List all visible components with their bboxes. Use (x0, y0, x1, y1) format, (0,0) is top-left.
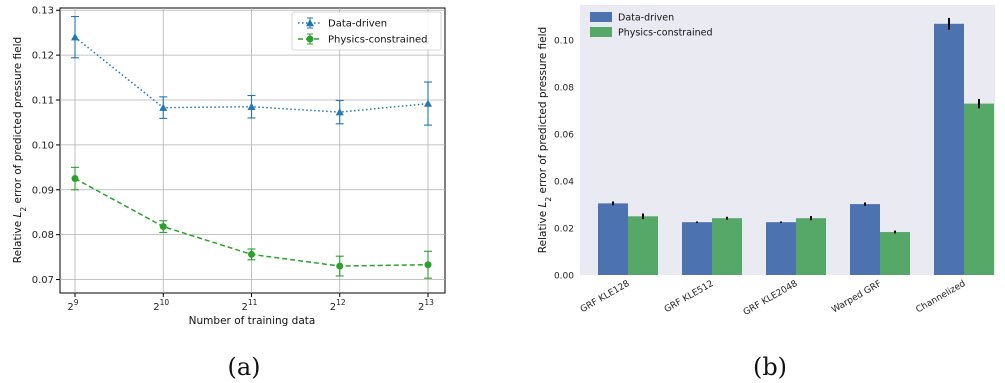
panel-a-y-tick-label: 0.11 (32, 96, 54, 107)
panel-b-bar-data-driven (682, 222, 712, 275)
panel-a-data-point (248, 250, 255, 258)
panel-b-bar-physics-constrained (628, 216, 658, 275)
panel-b-x-tick-label: GRF KLE2048 (742, 279, 800, 318)
panel-b-bar-physics-constrained (964, 103, 994, 275)
panel-a-x-tick-label: 212 (330, 298, 346, 313)
panel-a-series-data-driven (71, 15, 432, 126)
panel-b-bar-physics-constrained (796, 218, 826, 275)
panel-a-y-tick-label: 0.12 (32, 51, 54, 62)
panel-b-bar-physics-constrained (880, 232, 910, 275)
panel-b-bar-data-driven (850, 204, 880, 275)
panel-a-legend-box (291, 11, 442, 51)
panel-a-plot-area (59, 7, 446, 294)
panel-b-bar-data-driven (598, 203, 628, 275)
panel-b-bar-chart: 0.00 0.02 0.04 0.06 0.08 0.10 GRF KLE128 GRF K… (537, 5, 995, 381)
panel-b-legend: Data-driven Physics-constrained (590, 12, 713, 39)
panel-b-y-tick-label: 0.04 (554, 178, 574, 188)
panel-a-legend-label: Physics-constrained (328, 35, 428, 46)
panel-b-y-tick-label: 0.08 (554, 84, 574, 94)
panel-a-y-tick-label: 0.09 (32, 185, 54, 196)
panel-b-y-tick-label: 0.00 (554, 272, 574, 282)
panel-a-label: (a) (227, 353, 260, 381)
panel-b-y-axis-label: Relative L2 error of predicted pressure … (537, 27, 553, 253)
panel-a-data-point (424, 99, 432, 107)
panel-b-y-tick-label: 0.02 (554, 225, 574, 235)
panel-a-legend: Data-driven Physics-constrained (291, 11, 442, 51)
panel-a-y-tick-label: 0.10 (32, 140, 54, 151)
panel-a-data-point (159, 103, 168, 111)
panel-a-y-tick-label: 0.08 (32, 230, 54, 241)
panel-a-legend-marker (306, 35, 314, 43)
panel-a-legend-label: Data-driven (328, 19, 387, 30)
panel-b-label: (b) (753, 353, 787, 381)
panel-b-legend-label: Physics-constrained (618, 28, 713, 39)
panel-b-x-tick-label: GRF KLE512 (663, 279, 716, 315)
panel-b-bar-physics-constrained (712, 218, 742, 275)
panel-a-x-tick-label: 29 (67, 298, 78, 313)
panel-a-x-axis-label: Number of training data (189, 315, 316, 327)
panel-a-y-tick-label: 0.07 (32, 275, 54, 286)
panel-a-legend-marker (306, 19, 314, 27)
panel-b-y-tick-label: 0.10 (554, 37, 574, 47)
panel-b-legend-swatch (590, 12, 612, 22)
panel-b-legend-swatch (590, 27, 612, 37)
panel-a-series-physics-constrained (71, 166, 432, 279)
panel-a-data-point (336, 262, 344, 270)
panel-a-data-point (424, 261, 432, 269)
panel-a-x-tick-label: 213 (418, 298, 434, 313)
panel-a-data-point (71, 175, 79, 183)
panel-a-data-point (335, 108, 344, 116)
panel-a-y-axis-label: Relative L2 error of predicted pressure … (12, 37, 28, 263)
panel-b-x-tick-label: Channelized (914, 279, 967, 315)
panel-a-y-tick-label: 0.13 (32, 6, 54, 17)
panel-b-bar-data-driven (934, 23, 964, 275)
panel-a-x-tick-label: 210 (153, 298, 169, 313)
panel-a-data-point (247, 102, 256, 110)
panel-b-y-tick-label: 0.06 (554, 131, 574, 141)
panel-b-bar-data-driven (766, 222, 796, 275)
panel-b-x-tick-label: GRF KLE128 (579, 279, 632, 315)
panel-a-x-tick-label: 211 (242, 298, 258, 313)
panel-a-data-point (71, 33, 79, 41)
panel-b-legend-label: Data-driven (618, 13, 674, 24)
panel-a-line-chart: 0.07 0.08 0.09 0.10 0.11 0.12 0.13 29 210 211 212… (12, 6, 446, 381)
panel-b-x-tick-label: Warped GRF (830, 279, 883, 316)
panel-a-data-point (159, 223, 167, 231)
